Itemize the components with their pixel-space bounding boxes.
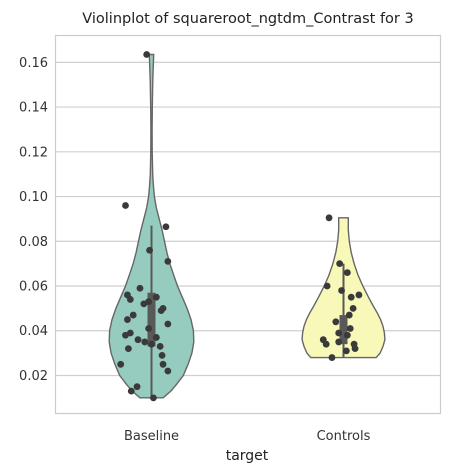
data-point	[136, 284, 144, 292]
data-point	[328, 354, 336, 361]
data-point	[150, 394, 157, 402]
y-axis-ticks: 0.02 0.04 0.06 0.08 0.10 0.12 0.14 0.16	[19, 56, 48, 384]
x-tick-label: Baseline	[124, 429, 179, 444]
box	[339, 315, 348, 345]
points	[117, 51, 363, 402]
data-point	[343, 331, 351, 339]
y-tick-label: 0.16	[19, 56, 48, 71]
data-point	[124, 345, 132, 353]
data-point	[133, 383, 141, 391]
data-point	[342, 347, 350, 355]
data-point	[164, 320, 172, 328]
data-point	[335, 329, 343, 337]
data-point	[127, 387, 135, 395]
data-point	[335, 338, 343, 346]
y-tick-label: 0.04	[19, 324, 48, 339]
data-point	[164, 258, 172, 265]
data-point	[126, 296, 134, 303]
data-point	[347, 293, 355, 301]
y-tick-label: 0.08	[19, 235, 48, 250]
data-point	[351, 345, 359, 353]
data-point	[152, 293, 160, 301]
data-point	[322, 340, 330, 348]
chart-title: Violinplot of squareroot_ngtdm_Contrast …	[82, 11, 413, 27]
y-tick-label: 0.12	[19, 145, 48, 160]
data-point	[122, 202, 129, 209]
plot-frame	[54, 34, 442, 415]
data-point	[156, 342, 164, 350]
y-tick-label: 0.02	[19, 369, 48, 384]
data-point	[332, 318, 340, 326]
data-point	[158, 351, 166, 359]
x-tick-label: Controls	[317, 429, 371, 444]
boxes	[147, 225, 348, 398]
data-point	[346, 325, 354, 332]
data-point	[145, 325, 153, 332]
data-point	[349, 304, 357, 312]
data-point	[338, 287, 345, 294]
data-point	[355, 291, 363, 299]
box	[147, 292, 156, 347]
data-point	[122, 331, 129, 339]
data-point	[152, 334, 160, 341]
data-point	[157, 307, 165, 315]
data-point	[162, 223, 170, 231]
data-point	[140, 300, 148, 308]
data-point	[336, 260, 344, 268]
x-axis-ticks: Baseline Controls	[124, 429, 371, 444]
data-point	[146, 246, 153, 254]
data-point	[164, 367, 172, 375]
y-tick-label: 0.10	[19, 190, 48, 205]
data-point	[124, 316, 131, 323]
data-point	[134, 336, 142, 344]
y-tick-label: 0.06	[19, 280, 48, 295]
data-point	[141, 338, 149, 346]
data-point	[117, 360, 125, 368]
y-tick-label: 0.14	[19, 101, 48, 116]
data-point	[323, 282, 331, 290]
data-point	[159, 360, 167, 368]
data-point	[148, 340, 155, 348]
data-point	[325, 214, 333, 222]
x-axis-label: target	[226, 448, 269, 464]
data-point	[143, 51, 151, 58]
data-point	[343, 269, 351, 276]
data-point	[129, 311, 137, 319]
data-point	[345, 311, 353, 319]
